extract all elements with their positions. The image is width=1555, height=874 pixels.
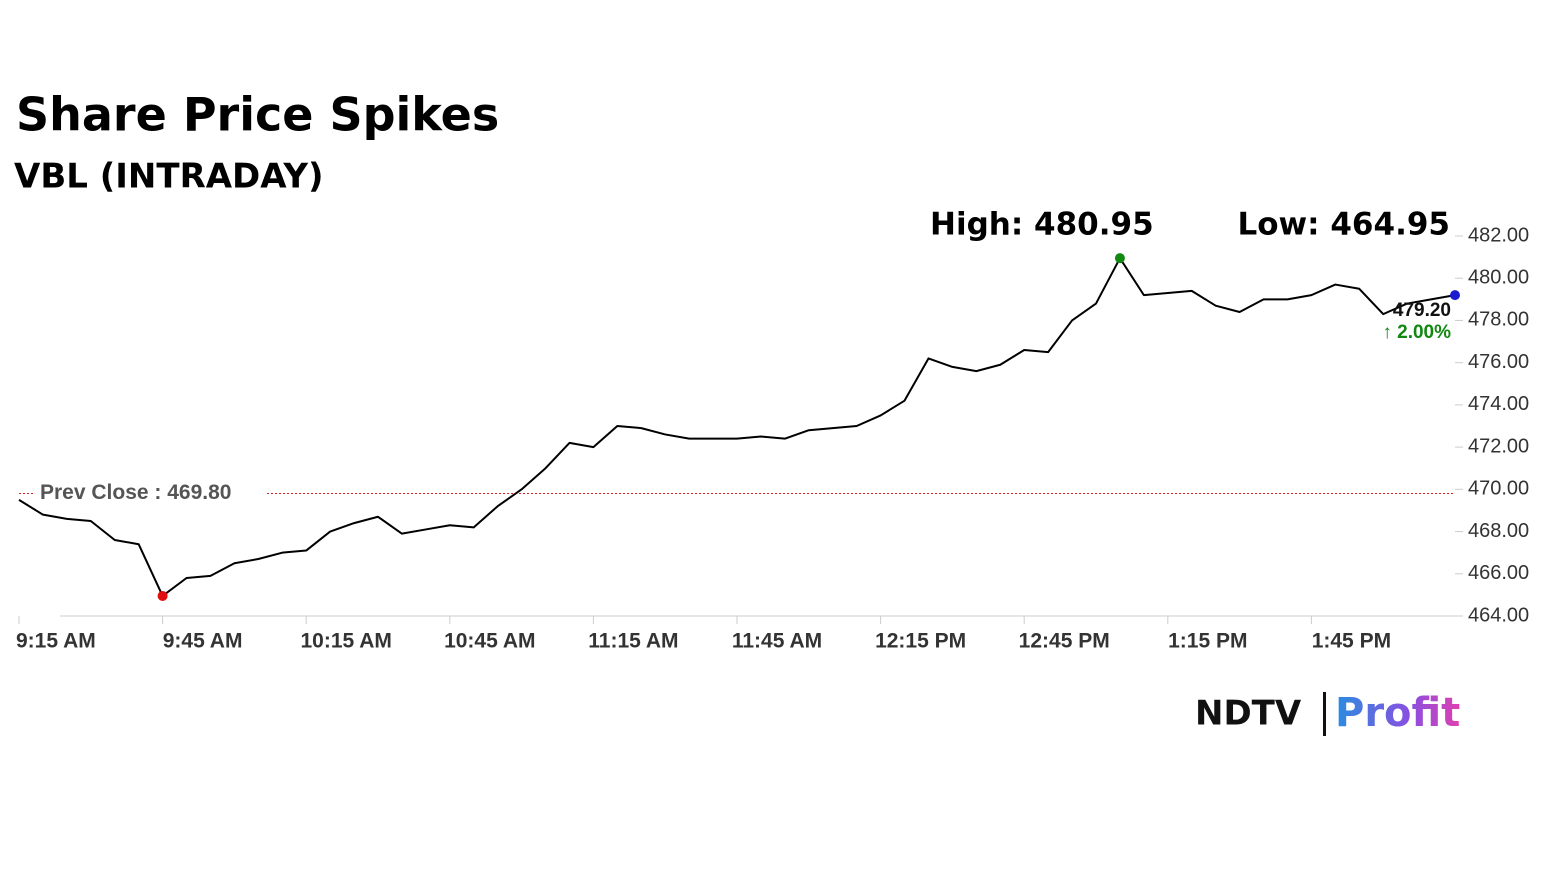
x-tick-label: 9:15 AM <box>16 630 96 653</box>
change-label: ↑ 2.00% <box>1382 322 1451 343</box>
low-marker <box>157 590 168 601</box>
last-price-label: 479.20 <box>1393 300 1451 321</box>
brand-logo: NDTV Profit <box>1195 690 1460 736</box>
x-tick-label: 9:45 AM <box>163 630 243 653</box>
x-tick-label: 1:15 PM <box>1168 630 1247 653</box>
high-marker <box>1114 253 1125 264</box>
brand-ndtv: NDTV <box>1195 694 1302 734</box>
x-tick-label: 10:15 AM <box>300 630 391 653</box>
y-tick-label: 464.00 <box>1468 604 1529 626</box>
x-tick-label: 10:45 AM <box>444 630 535 653</box>
x-tick-label: 11:15 AM <box>588 630 678 653</box>
high-annotation: High: 480.95 <box>930 207 1154 243</box>
y-tick-label: 482.00 <box>1468 224 1529 246</box>
chart-title: Share Price Spikes <box>16 88 499 142</box>
x-tick-label: 1:45 PM <box>1312 630 1391 653</box>
brand-profit: Profit <box>1335 690 1460 736</box>
prev-close-bg <box>34 479 266 507</box>
last-marker <box>1450 290 1460 301</box>
x-tick-label: 12:15 PM <box>875 630 966 653</box>
x-tick-label: 12:45 PM <box>1019 630 1110 653</box>
y-tick-label: 476.00 <box>1468 351 1529 373</box>
x-tick-label: 11:45 AM <box>732 630 822 653</box>
price-line <box>18 257 1456 597</box>
y-tick-label: 474.00 <box>1468 393 1529 415</box>
brand-divider <box>1323 692 1326 736</box>
y-tick-label: 480.00 <box>1468 267 1529 289</box>
y-tick-label: 466.00 <box>1468 562 1529 584</box>
y-tick-label: 478.00 <box>1468 309 1529 331</box>
prev-close-label: Prev Close : 469.80 <box>40 481 231 504</box>
y-tick-label: 470.00 <box>1468 478 1529 500</box>
y-tick-label: 468.00 <box>1468 520 1529 542</box>
low-annotation: Low: 464.95 <box>1237 207 1450 243</box>
y-tick-label: 472.00 <box>1468 435 1529 457</box>
chart-subtitle: VBL (INTRADAY) <box>14 157 324 197</box>
